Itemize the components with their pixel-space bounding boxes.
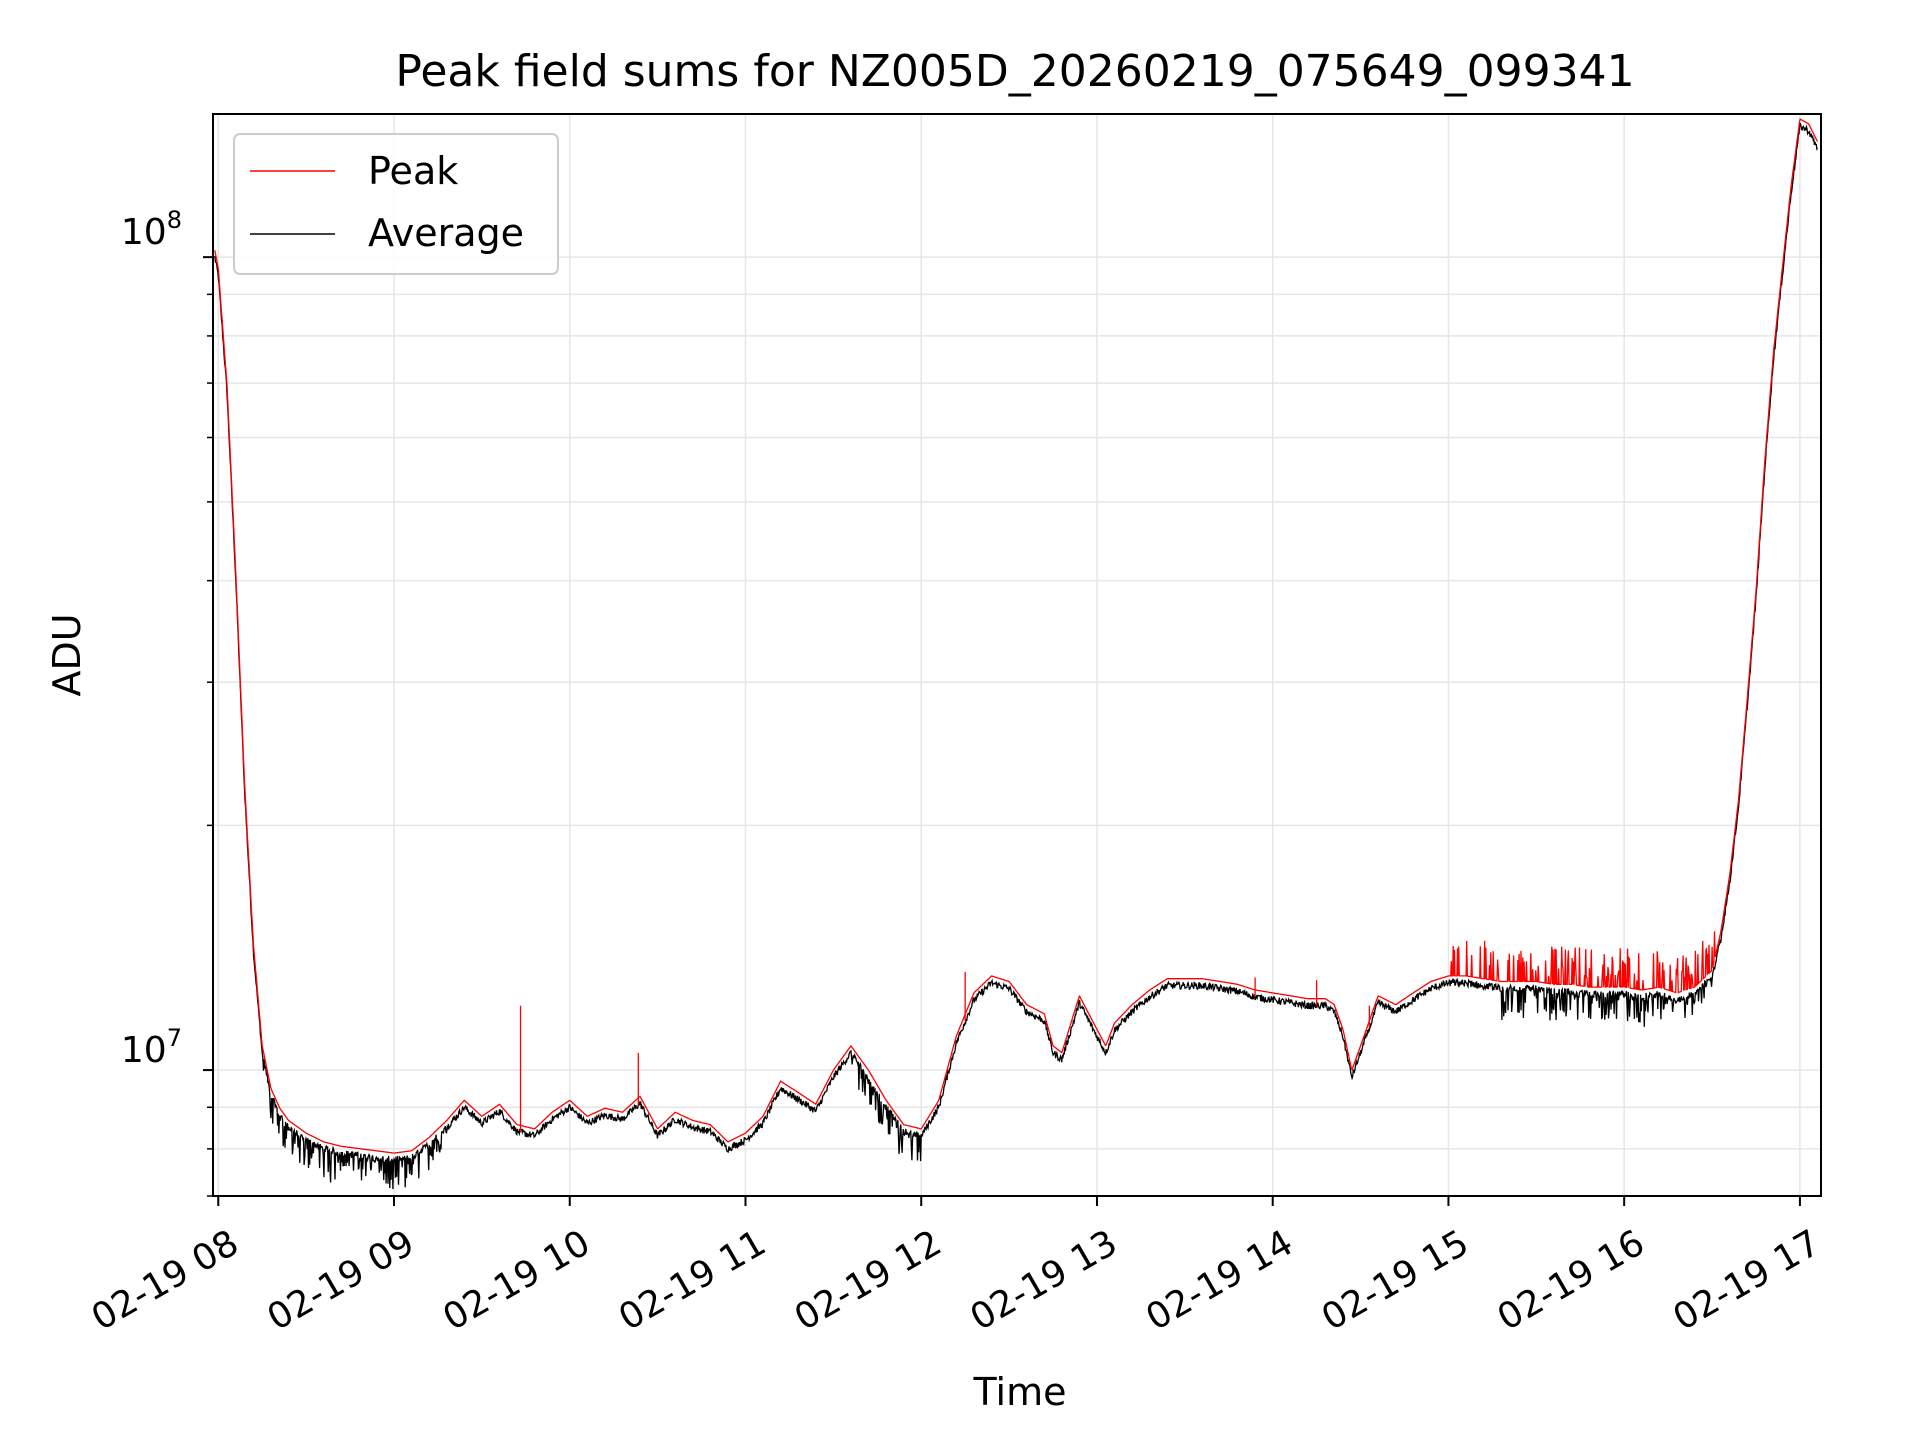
plot-frame [212, 113, 1822, 1197]
y-tick-label-1e7: 107 [121, 1024, 182, 1071]
peak-series-line [214, 118, 1819, 1154]
chart-title: Peak field sums for NZ005D_20260219_0756… [395, 46, 1634, 97]
legend: Peak Average [233, 133, 559, 275]
legend-average-label: Average [368, 211, 524, 255]
legend-peak-label: Peak [368, 149, 458, 193]
x-axis-label: Time [973, 1370, 1067, 1414]
axis-ticks [203, 256, 1801, 1206]
grid-lines [213, 114, 1821, 1197]
average-series-line [214, 122, 1819, 1190]
legend-box [233, 133, 559, 275]
average-series [214, 122, 1819, 1190]
y-axis-label: ADU [45, 613, 89, 696]
peak-series [214, 118, 1819, 1154]
y-tick-label-1e8: 108 [121, 206, 182, 253]
